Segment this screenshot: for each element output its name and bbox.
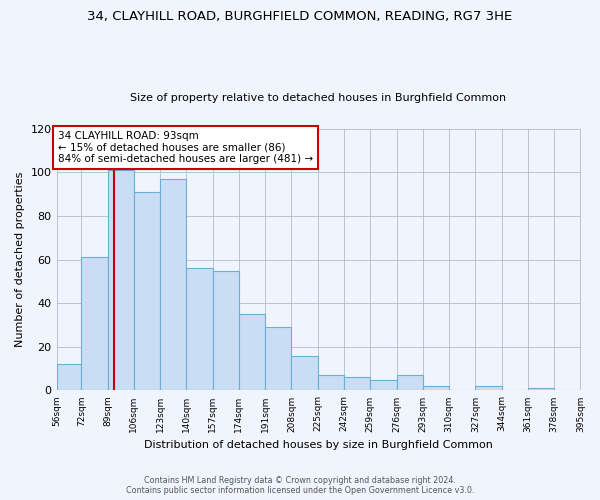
Bar [239,314,265,390]
Text: Contains HM Land Registry data © Crown copyright and database right 2024.
Contai: Contains HM Land Registry data © Crown c… [126,476,474,495]
Bar [107,170,134,390]
Bar [397,375,423,390]
Title: Size of property relative to detached houses in Burghfield Common: Size of property relative to detached ho… [130,93,506,103]
Bar [528,388,554,390]
Bar [134,192,160,390]
Bar [423,386,449,390]
X-axis label: Distribution of detached houses by size in Burghfield Common: Distribution of detached houses by size … [144,440,493,450]
Text: 34, CLAYHILL ROAD, BURGHFIELD COMMON, READING, RG7 3HE: 34, CLAYHILL ROAD, BURGHFIELD COMMON, RE… [88,10,512,23]
Y-axis label: Number of detached properties: Number of detached properties [15,172,25,348]
Bar [187,268,212,390]
Bar [318,375,344,390]
Text: 34 CLAYHILL ROAD: 93sqm
← 15% of detached houses are smaller (86)
84% of semi-de: 34 CLAYHILL ROAD: 93sqm ← 15% of detache… [58,131,313,164]
Bar [81,258,107,390]
Bar [292,356,318,390]
Bar [344,378,370,390]
Bar [160,179,187,390]
Bar [212,270,239,390]
Bar [370,380,397,390]
Bar [475,386,502,390]
Bar [265,327,292,390]
Bar [56,364,81,390]
